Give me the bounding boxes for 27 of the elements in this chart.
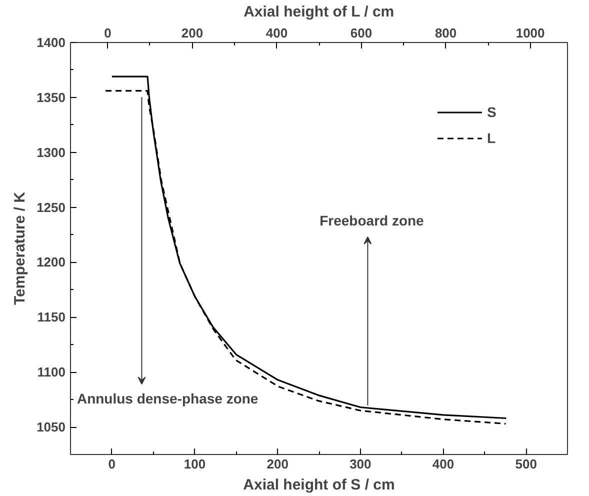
y-tick-label: 1350 <box>36 90 66 105</box>
annotation: Freeboard zone <box>320 212 424 228</box>
x2-axis-title: Axial height of L / cm <box>244 4 394 20</box>
y-tick-label: 1250 <box>36 200 66 215</box>
x2-tick-label: 1000 <box>516 26 545 40</box>
y-axis-title: Temperature / K <box>12 192 29 306</box>
legend-label: L <box>487 130 497 146</box>
y-tick-label: 1050 <box>36 420 66 435</box>
x2-tick-label: 400 <box>266 26 288 40</box>
x-tick-label: 300 <box>350 456 372 472</box>
y-tick-label: 1200 <box>36 254 66 270</box>
annotation: Annulus dense-phase zone <box>76 390 258 406</box>
y-tick-label: 1300 <box>36 144 66 160</box>
x2-tick-label: 800 <box>434 26 457 40</box>
x2-tick-label: 200 <box>181 26 204 40</box>
y-tick-label: 1150 <box>37 310 66 325</box>
y-tick-label: 1100 <box>37 364 66 380</box>
y-tick-label: 1400 <box>36 35 66 50</box>
x2-tick-label: 0 <box>104 26 112 40</box>
x-tick-label: 200 <box>266 456 288 472</box>
x2-tick-label: 600 <box>350 26 372 40</box>
x-tick-label: 400 <box>432 456 454 472</box>
x-tick-label: 100 <box>184 456 206 472</box>
x-axis-title: Axial height of S / cm <box>243 476 395 494</box>
x-tick-label: 500 <box>515 456 537 472</box>
x-tick-label: 0 <box>108 456 116 472</box>
legend-label: S <box>487 104 498 120</box>
